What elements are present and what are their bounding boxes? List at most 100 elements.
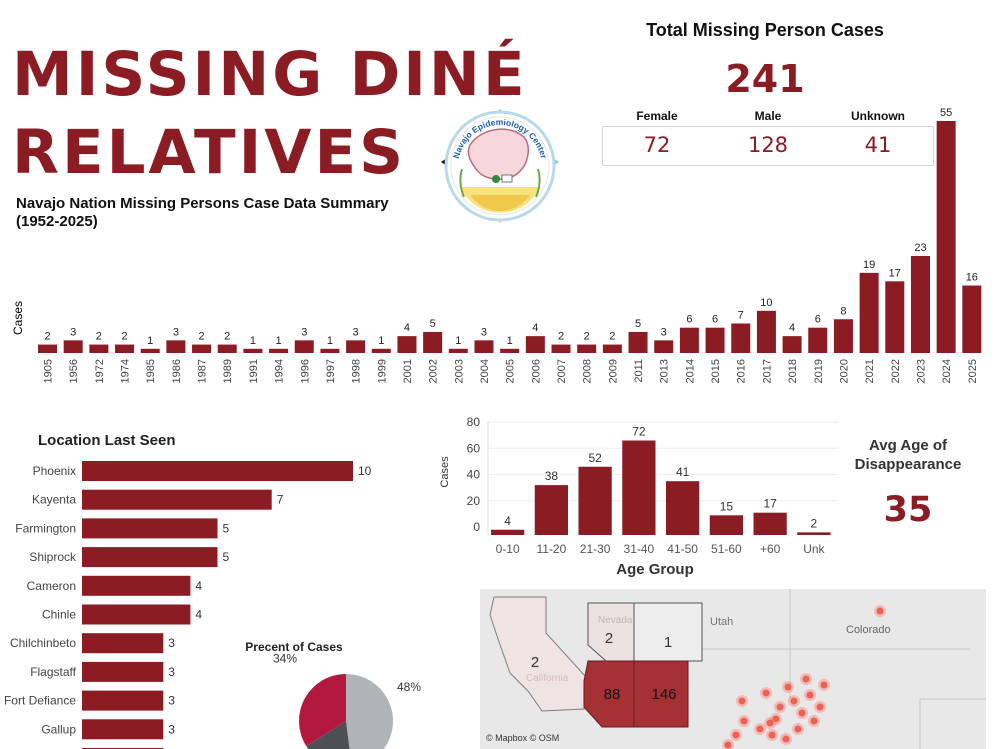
year-bar-label: 3: [301, 326, 307, 338]
year-bar: [962, 285, 982, 353]
age-bar-label: 17: [763, 497, 777, 511]
year-bar: [679, 327, 699, 353]
year-bar-label: 1: [276, 335, 282, 347]
year-tick-label: 2003: [453, 359, 465, 383]
year-tick-label: 1996: [299, 359, 311, 383]
year-tick-label: 2001: [402, 359, 414, 383]
age-bar: [491, 529, 525, 535]
year-bar-label: 6: [686, 314, 692, 326]
year-bar-label: 8: [840, 305, 846, 317]
location-label: Phoenix: [33, 464, 76, 478]
year-bar-label: 5: [635, 318, 641, 330]
year-tick-label: 2023: [915, 359, 927, 383]
year-tick-label: 2013: [659, 359, 671, 383]
year-tick-label: 2016: [736, 359, 748, 383]
year-bar-label: 4: [789, 322, 795, 334]
year-bar: [551, 344, 571, 353]
year-tick-label: 2005: [505, 359, 517, 383]
age-bar-label: 2: [811, 516, 818, 530]
year-bar: [525, 336, 545, 353]
year-bar: [936, 121, 956, 353]
map-heat-dot: [768, 731, 776, 739]
year-bar: [346, 340, 366, 353]
year-bar: [140, 348, 160, 353]
map-heat-dot: [784, 683, 792, 691]
year-tick-label: 2018: [787, 359, 799, 383]
location-value: 4: [195, 579, 202, 593]
location-label: Farmington: [15, 521, 76, 535]
map-heat-dot: [816, 703, 824, 711]
year-bar: [500, 348, 520, 353]
map[interactable]: Utah Colorado Nevada California 2 2 1 88…: [480, 589, 986, 749]
location-label: Fort Defiance: [4, 694, 76, 708]
age-tick-label: 51-60: [711, 542, 742, 556]
location-value: 3: [168, 665, 175, 679]
year-bar: [115, 344, 135, 353]
year-tick-label: 2015: [710, 359, 722, 383]
state-label-california: California: [526, 673, 569, 684]
age-bar-label: 52: [588, 451, 602, 465]
year-bar-label: 4: [404, 322, 410, 334]
year-tick-label: 2019: [813, 359, 825, 383]
year-bar-label: 3: [661, 326, 667, 338]
year-bar: [320, 348, 340, 353]
year-bar: [731, 323, 751, 353]
pie-slice: [299, 674, 346, 747]
year-tick-label: 1956: [68, 359, 80, 383]
year-bar: [448, 348, 468, 353]
location-last-seen-chart: Phoenix 10 Kayenta 7 Farmington 5 Shiprock 5 Cam…: [4, 461, 372, 749]
location-value: 3: [168, 636, 175, 650]
year-bar: [166, 340, 186, 353]
age-ytick-label: 20: [467, 494, 481, 508]
year-bar: [269, 348, 289, 353]
year-tick-label: 2009: [607, 359, 619, 383]
year-bar: [910, 255, 930, 353]
unknown-value: 41: [864, 133, 892, 157]
year-bar-label: 3: [353, 326, 359, 338]
location-label: Shiprock: [29, 550, 77, 564]
year-bar-label: 1: [250, 335, 256, 347]
location-bar: [82, 461, 353, 481]
year-tick-label: 2007: [556, 359, 568, 383]
map-heat-dot: [806, 691, 814, 699]
map-heat-dot: [876, 607, 884, 615]
age-bar: [753, 512, 787, 535]
map-heat-dot: [810, 717, 818, 725]
age-ytick-label: 60: [467, 441, 481, 455]
map-canvas[interactable]: Utah Colorado Nevada California 2 2 1 88…: [480, 589, 986, 749]
navajo-epidemiology-center-logo: Navajo Epidemiology Center: [441, 109, 559, 223]
avg-age-value: 35: [883, 490, 933, 530]
title-line-1: MISSING DINÉ: [12, 39, 528, 110]
map-heat-dot: [782, 735, 790, 743]
age-bar-label: 72: [632, 425, 646, 439]
age-tick-label: 41-50: [667, 542, 698, 556]
age-ytick-label: 0: [473, 520, 480, 534]
year-bar-label: 2: [96, 331, 102, 343]
year-tick-label: 2014: [684, 359, 696, 383]
location-label: Chinle: [42, 608, 76, 622]
subtitle-line-2: (1952-2025): [16, 213, 98, 230]
location-bar: [82, 489, 272, 510]
age-ytick-label: 80: [467, 415, 481, 429]
year-bar-label: 2: [224, 331, 230, 343]
location-value: 3: [168, 722, 175, 736]
map-heat-dot: [756, 725, 764, 733]
location-bar: [82, 575, 191, 596]
year-bar-label: 2: [558, 331, 564, 343]
female-label: Female: [636, 109, 678, 123]
year-bar-label: 1: [455, 335, 461, 347]
pie-slice: [346, 674, 393, 749]
year-tick-label: 2021: [864, 359, 876, 383]
location-value: 3: [168, 694, 175, 708]
year-tick-label: 2024: [941, 359, 953, 383]
location-bar: [82, 661, 164, 682]
location-label: Gallup: [41, 722, 76, 736]
age-tick-label: 0-10: [496, 542, 520, 556]
total-cases-title: Total Missing Person Cases: [646, 20, 884, 40]
region-value-arizona: 88: [604, 686, 621, 703]
map-heat-dot: [724, 741, 732, 749]
region-value-new-mexico: 146: [651, 686, 676, 703]
region-new-mexico: [633, 660, 689, 728]
year-tick-label: 1999: [376, 359, 388, 383]
map-credit[interactable]: © Mapbox © OSM: [486, 733, 560, 743]
